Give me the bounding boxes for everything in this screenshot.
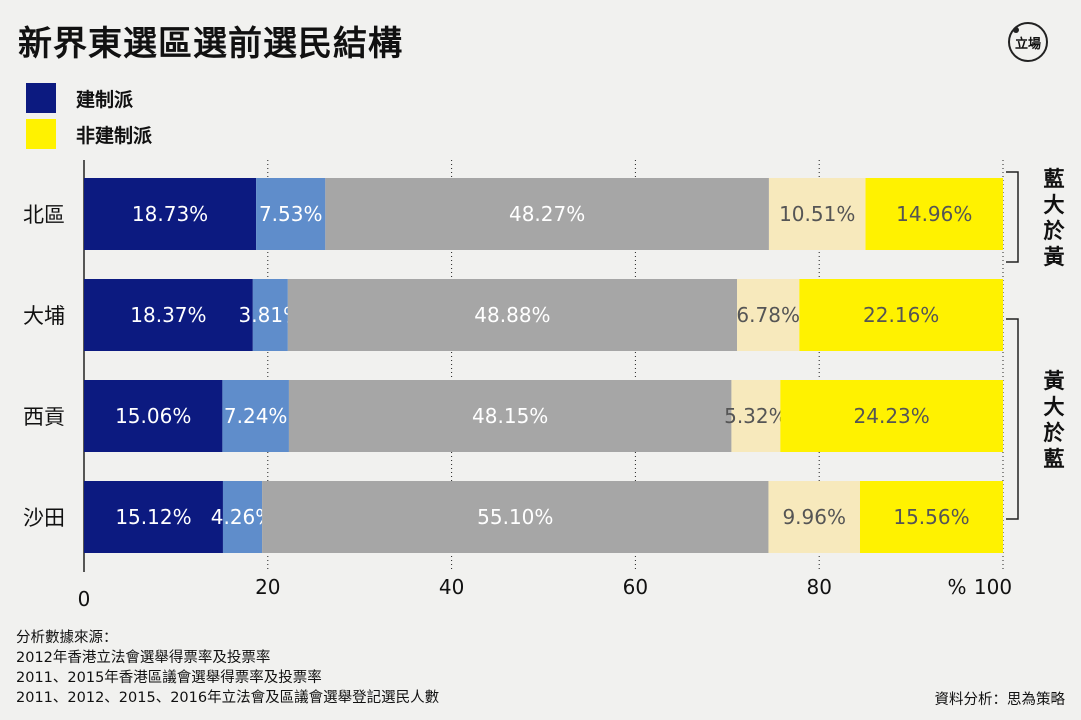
- category-label: 沙田: [23, 506, 65, 530]
- logo-dot: [1013, 27, 1019, 33]
- legend-item-non-establishment: 非建制派: [26, 116, 152, 152]
- legend-label-pro-establishment: 建制派: [76, 88, 134, 111]
- data-label: 15.12%: [115, 505, 191, 529]
- group-label: 黃大於藍: [1044, 369, 1066, 471]
- bar-segment: [287, 279, 738, 351]
- bar-segment: [799, 279, 1003, 351]
- data-label: 14.96%: [896, 202, 972, 226]
- bar-segment: [256, 178, 326, 250]
- bar-segment: [780, 380, 1003, 452]
- data-label: 6.78%: [736, 303, 800, 327]
- data-label: 18.73%: [132, 202, 208, 226]
- bar-segment: [768, 481, 861, 553]
- page-title: 新界東選區選前選民結構: [18, 24, 403, 64]
- bar-segment: [768, 178, 866, 250]
- x-tick-label: 60: [623, 575, 648, 599]
- bar-segment: [252, 279, 288, 351]
- group-bracket: [1006, 318, 1019, 520]
- data-label: 48.88%: [474, 303, 550, 327]
- bar-segment: [262, 481, 769, 553]
- sources: 分析數據來源： 2012年香港立法會選舉得票率及投票率 2011、2015年香港…: [16, 628, 439, 708]
- sources-heading: 分析數據來源：: [16, 630, 118, 646]
- logo-text: 立場: [1014, 36, 1041, 52]
- legend: 建制派 非建制派: [26, 80, 152, 152]
- data-label: 9.96%: [782, 505, 846, 529]
- bar-segment: [737, 279, 800, 351]
- data-label: 24.23%: [854, 404, 930, 428]
- bar-segment: [860, 481, 1003, 553]
- bar-segment: [84, 481, 223, 553]
- bar-segment: [288, 380, 732, 452]
- data-label: 55.10%: [477, 505, 553, 529]
- source-line: 2011、2012、2015、2016年立法會及區議會選舉登記選民人數: [16, 690, 440, 706]
- x-tick-label: 80: [806, 575, 831, 599]
- x-tick-label: 0: [78, 587, 91, 611]
- bar-segment: [325, 178, 769, 250]
- category-label: 北區: [23, 203, 65, 227]
- data-label: 5.32%: [724, 404, 788, 428]
- data-label: 18.37%: [130, 303, 206, 327]
- data-label: 48.15%: [472, 404, 548, 428]
- x-tick-label: 20: [255, 575, 280, 599]
- legend-label-non-establishment: 非建制派: [76, 124, 153, 147]
- credit: 資料分析：思為策略: [934, 692, 1066, 708]
- legend-swatch-non-establishment: [26, 119, 56, 149]
- stacked-bar-chart: 0 20 40 60 80 100% 北區 18.73% 7.53% 48.27% 10.51% 14…: [23, 160, 1066, 611]
- data-label: 48.27%: [509, 202, 585, 226]
- data-label: 15.06%: [115, 404, 191, 428]
- data-label: 7.53%: [259, 202, 323, 226]
- bar-segment: [84, 178, 257, 250]
- legend-item-pro-establishment: 建制派: [26, 80, 152, 116]
- legend-swatch-pro-establishment: [26, 83, 56, 113]
- bar-segment: [865, 178, 1003, 250]
- x-unit-label: %: [947, 575, 966, 599]
- category-label: 大埔: [23, 304, 65, 328]
- x-tick-label: 40: [439, 575, 464, 599]
- source-line: 2012年香港立法會選舉得票率及投票率: [16, 650, 271, 666]
- category-label: 西貢: [23, 405, 65, 429]
- data-label: 22.16%: [863, 303, 939, 327]
- bar-segment: [731, 380, 781, 452]
- bar-segment: [84, 279, 253, 351]
- data-label: 7.24%: [224, 404, 288, 428]
- x-tick-label: 100: [974, 575, 1012, 599]
- bar-segment: [222, 380, 289, 452]
- bar-segment: [222, 481, 263, 553]
- logo: 立場: [1008, 22, 1048, 62]
- bar-segment: [84, 380, 223, 452]
- data-label: 10.51%: [779, 202, 855, 226]
- source-line: 2011、2015年香港區議會選舉得票率及投票率: [16, 670, 322, 686]
- group-label: 藍大於黃: [1044, 167, 1066, 269]
- data-label: 15.56%: [893, 505, 969, 529]
- group-bracket: [1006, 171, 1019, 263]
